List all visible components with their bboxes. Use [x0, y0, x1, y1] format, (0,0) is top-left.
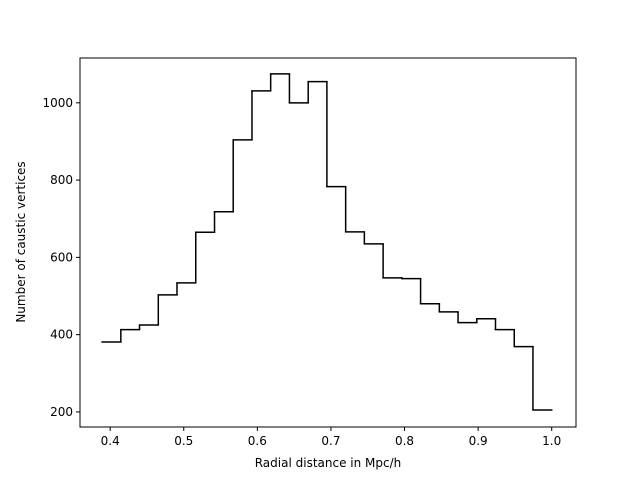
- y-tick-label: 400: [50, 328, 73, 342]
- x-tick-label: 0.5: [174, 434, 193, 448]
- x-tick-label: 0.6: [248, 434, 267, 448]
- plot-frame: [79, 57, 577, 428]
- x-tick-label: 1.0: [542, 434, 561, 448]
- x-tick-label: 0.7: [321, 434, 340, 448]
- y-tick-label: 800: [50, 173, 73, 187]
- y-tick-label: 600: [50, 250, 73, 264]
- x-tick-label: 0.8: [395, 434, 414, 448]
- y-tick-label: 1000: [42, 96, 73, 110]
- y-axis-label: Number of caustic vertices: [14, 161, 28, 322]
- x-tick-label: 0.4: [101, 434, 120, 448]
- x-tick-label: 0.9: [469, 434, 488, 448]
- x-axis-label: Radial distance in Mpc/h: [255, 456, 402, 470]
- y-tick-label: 200: [50, 405, 73, 419]
